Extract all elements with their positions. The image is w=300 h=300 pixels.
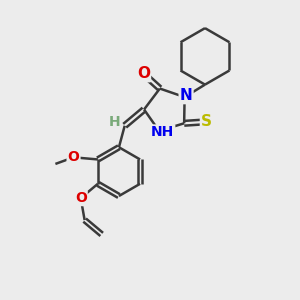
Text: N: N [180, 88, 193, 103]
Text: O: O [75, 191, 87, 205]
Text: O: O [137, 66, 150, 81]
Text: NH: NH [151, 125, 174, 140]
Text: S: S [201, 114, 212, 129]
Text: O: O [68, 150, 80, 164]
Text: H: H [109, 115, 120, 129]
